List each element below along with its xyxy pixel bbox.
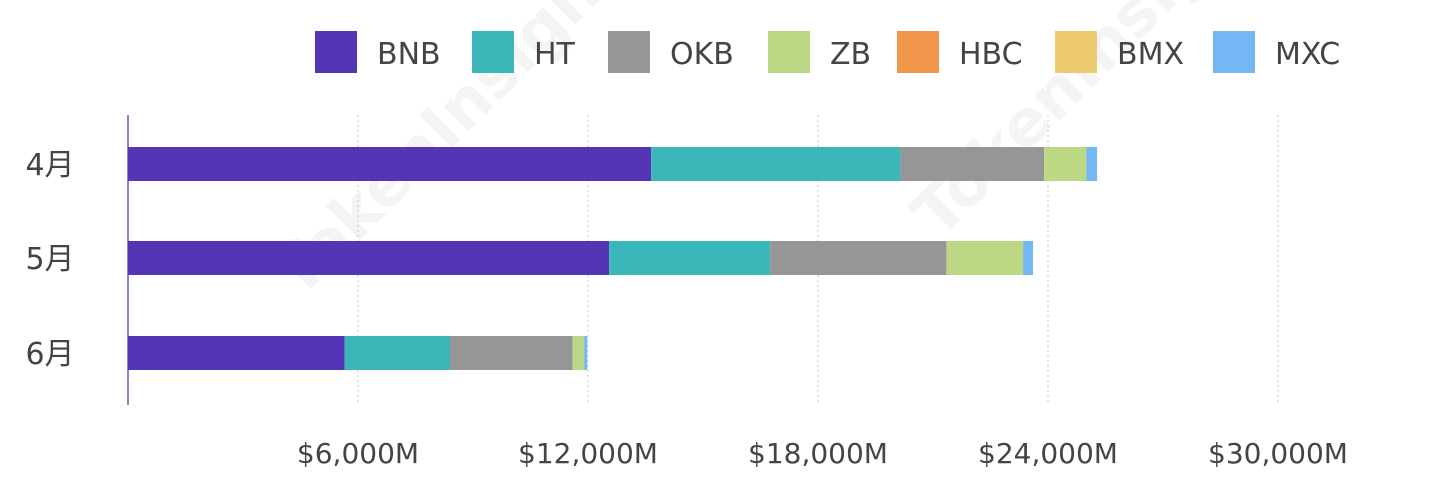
bar-segment-zb: [946, 241, 1024, 275]
bar-segment-okb: [770, 241, 947, 275]
legend-swatch: [1055, 31, 1097, 73]
category-label: 5月: [25, 242, 74, 277]
bars: [128, 147, 1098, 370]
bar-segment-bnb: [128, 336, 345, 370]
bar-segment-zb: [572, 336, 585, 370]
category-label: 6月: [25, 337, 74, 372]
legend-item-mxc: MXC: [1213, 31, 1340, 73]
bar-segment-ht: [609, 241, 771, 275]
legend-label: BMX: [1117, 37, 1184, 72]
legend-swatch: [608, 31, 650, 73]
category-labels: 4月 5月 6月: [25, 148, 74, 372]
x-tick-label: $24,000M: [978, 437, 1118, 470]
bar-segment-mxc: [1023, 241, 1034, 275]
legend-swatch: [768, 31, 810, 73]
bar-segment-ht: [651, 147, 901, 181]
legend-label: ZB: [830, 37, 871, 72]
x-tick-label: $30,000M: [1208, 437, 1348, 470]
bar-segment-mxc: [1086, 147, 1098, 181]
legend-swatch: [897, 31, 939, 73]
legend-swatch: [472, 31, 514, 73]
legend-label: MXC: [1275, 37, 1340, 72]
bar-segment-ht: [344, 336, 450, 370]
x-tick-label: $12,000M: [518, 437, 658, 470]
legend-swatch: [315, 31, 357, 73]
legend-swatch: [1213, 31, 1255, 73]
legend-label: HBC: [959, 37, 1023, 72]
legend: BNB HT OKB ZB HBC BMX MXC: [315, 31, 1340, 73]
bar-segment-okb: [450, 336, 573, 370]
legend-item-zb: ZB: [768, 31, 871, 73]
legend-item-hbc: HBC: [897, 31, 1023, 73]
category-label: 4月: [25, 148, 74, 183]
bar-segment-bnb: [128, 147, 652, 181]
legend-label: OKB: [670, 37, 734, 72]
legend-item-bnb: BNB: [315, 31, 441, 73]
x-tick-label: $18,000M: [748, 437, 888, 470]
legend-label: HT: [534, 37, 576, 72]
bar-segment-zb: [1044, 147, 1087, 181]
bar-segment-okb: [900, 147, 1045, 181]
x-axis-tick-labels: $6,000M $12,000M $18,000M $24,000M $30,000M: [297, 437, 1348, 470]
bar-segment-bnb: [128, 241, 610, 275]
legend-label: BNB: [377, 37, 441, 72]
legend-item-ht: HT: [472, 31, 576, 73]
legend-item-bmx: BMX: [1055, 31, 1184, 73]
x-tick-label: $6,000M: [297, 437, 419, 470]
legend-item-okb: OKB: [608, 31, 734, 73]
bar-segment-mxc: [584, 336, 588, 370]
